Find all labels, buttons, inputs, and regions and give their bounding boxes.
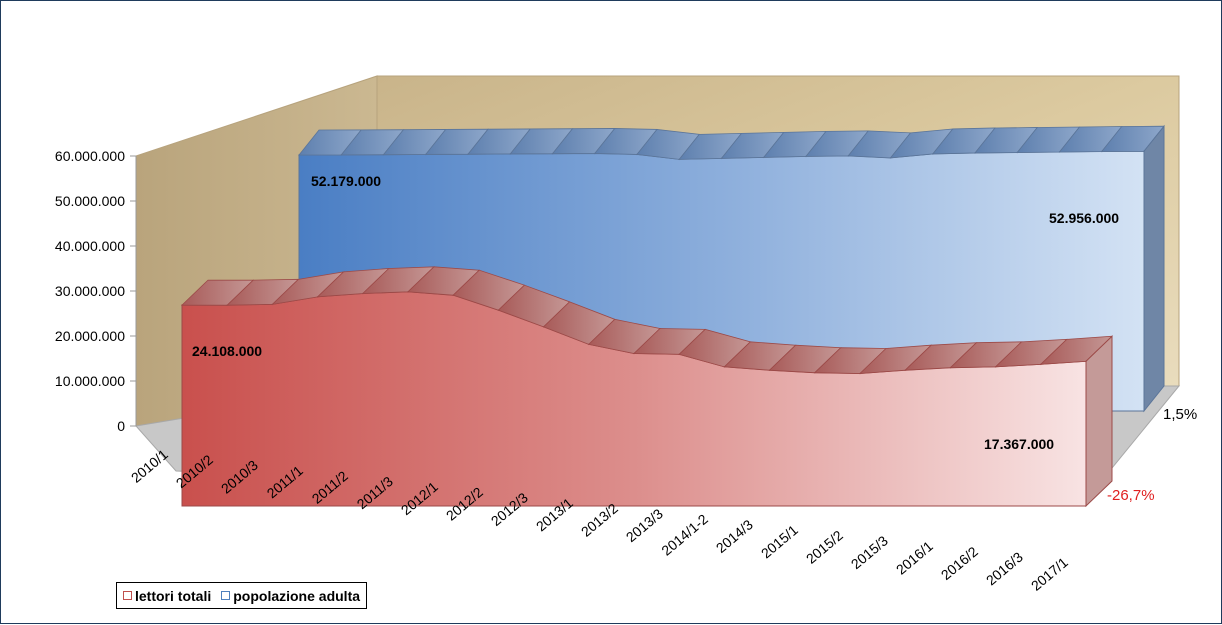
- data-point: [720, 157, 723, 160]
- legend-label-lettori: lettori totali: [135, 587, 212, 604]
- ribbon-side-face: [1085, 335, 1113, 508]
- data-point: [551, 152, 554, 155]
- data-point: [497, 309, 500, 311]
- x-tick-label: 2016/3: [983, 549, 1026, 589]
- legend-swatch-lettori: [123, 591, 132, 600]
- y-tick-label: 10.000.000: [55, 373, 125, 389]
- data-point: [678, 158, 681, 161]
- data-point: [994, 366, 997, 368]
- series-lettori-totali: [181, 266, 1114, 508]
- data-point: [407, 291, 409, 293]
- data-point: [723, 366, 726, 368]
- y-tick-label: 60.000.000: [55, 148, 125, 164]
- x-tick-label: 2015/3: [848, 532, 891, 572]
- legend-item-lettori: lettori totali: [123, 588, 211, 604]
- data-point: [181, 304, 183, 306]
- y-tick-label: 40.000.000: [55, 238, 125, 254]
- y-tick-label: 30.000.000: [55, 283, 125, 299]
- change-red: -26,7%: [1107, 487, 1155, 504]
- x-tick-label: 2015/1: [758, 522, 801, 562]
- data-point: [949, 366, 952, 369]
- data-point: [593, 152, 596, 155]
- data-point: [1100, 150, 1103, 153]
- x-tick-label: 2016/1: [893, 538, 936, 578]
- data-point: [1040, 363, 1042, 366]
- x-tick-label: 2017/1: [1028, 554, 1071, 594]
- data-point: [678, 353, 680, 356]
- y-tick-label: 20.000.000: [55, 328, 125, 344]
- change-blue: 1,5%: [1163, 406, 1197, 423]
- data-point: [889, 157, 892, 159]
- data-point: [805, 155, 807, 158]
- label-red-start: 24.108.000: [192, 343, 262, 359]
- data-point: [1085, 360, 1087, 363]
- data-point: [768, 369, 771, 371]
- data-point: [974, 152, 976, 154]
- data-point: [1016, 151, 1019, 154]
- data-point: [904, 369, 906, 371]
- data-point: [316, 296, 319, 298]
- data-point: [847, 155, 850, 157]
- data-point: [633, 352, 635, 355]
- data-point: [509, 153, 512, 155]
- label-red-end: 17.367.000: [984, 436, 1054, 452]
- data-point: [226, 304, 228, 306]
- data-point: [1058, 151, 1061, 153]
- data-point: [814, 371, 816, 374]
- data-point: [762, 156, 765, 159]
- y-tick-label: 50.000.000: [55, 193, 125, 209]
- data-point: [340, 154, 343, 156]
- legend-swatch-popolazione: [221, 591, 231, 600]
- data-point: [542, 326, 545, 328]
- x-tick-label: 2014/1-2: [658, 511, 711, 559]
- legend-label-popolazione: popolazione adulta: [233, 587, 361, 604]
- data-point: [1143, 150, 1145, 153]
- data-point: [424, 153, 427, 156]
- label-blue-start: 52.179.000: [311, 173, 381, 189]
- legend: lettori totali popolazione adulta: [116, 582, 368, 609]
- data-point: [588, 343, 590, 346]
- y-tick-label: 0: [117, 418, 125, 434]
- legend-item-popolazione: popolazione adulta: [221, 588, 360, 604]
- data-point: [452, 294, 455, 296]
- data-point: [931, 153, 934, 155]
- data-point: [467, 153, 469, 155]
- data-point: [362, 292, 364, 295]
- data-point: [271, 303, 274, 306]
- data-point: [636, 153, 638, 156]
- label-blue-end: 52.956.000: [1049, 210, 1119, 226]
- data-point: [298, 154, 300, 156]
- y-ticks: 60.000.000 50.000.000 40.000.000 30.000.000…: [55, 148, 136, 434]
- x-tick-label: 2013/3: [623, 505, 666, 545]
- x-tick-label: 2014/3: [713, 516, 756, 556]
- data-point: [382, 153, 385, 156]
- x-tick-label: 2010/1: [128, 446, 171, 486]
- x-tick-label: 2015/2: [803, 527, 846, 567]
- x-tick-label: 2016/2: [938, 543, 981, 583]
- ribbon-side-face: [1143, 124, 1165, 413]
- data-point: [859, 372, 861, 375]
